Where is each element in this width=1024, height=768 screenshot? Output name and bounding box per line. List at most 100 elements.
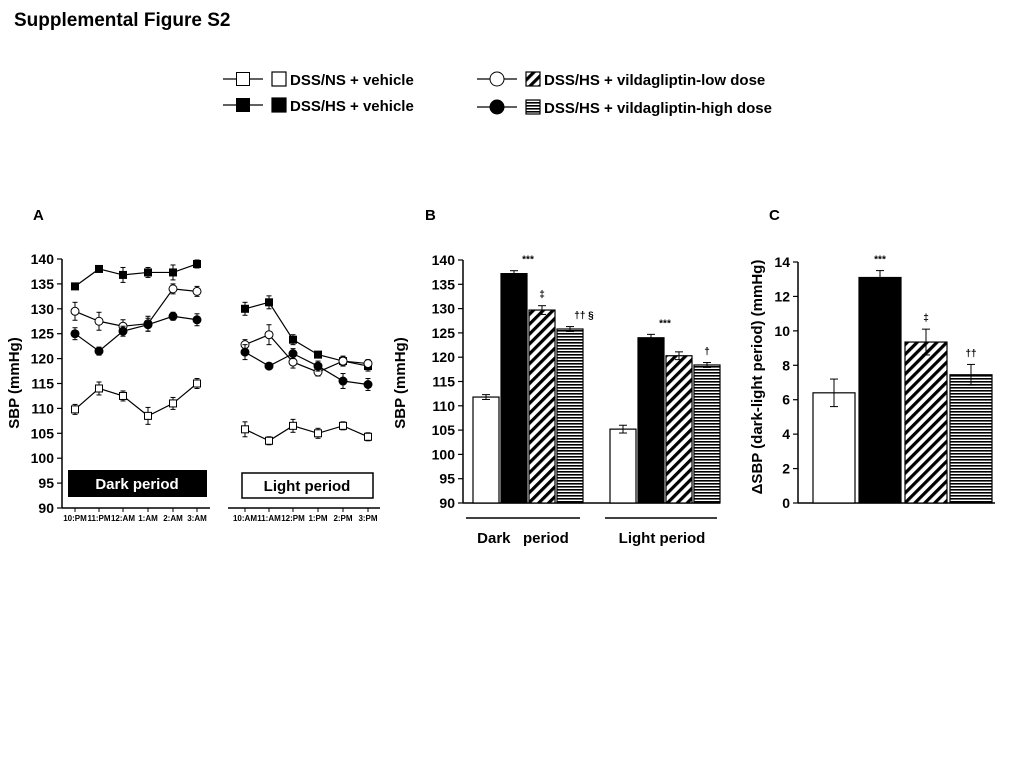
panel-c-y-tick-label: 14 xyxy=(774,254,790,270)
panel-b-y-tick-label: 115 xyxy=(432,374,455,390)
legend-swatch-diagonal-hatch xyxy=(525,71,541,87)
panel-a-x-tick-label: 3:PM xyxy=(358,514,377,523)
panel-a-x-tick-label: 1:AM xyxy=(138,514,158,523)
panel-a-x-tick-label: 3:AM xyxy=(187,514,207,523)
panel-b-y-tick-label: 105 xyxy=(432,422,456,438)
panel-a-point xyxy=(169,399,177,408)
panel-a-series-line xyxy=(74,263,198,287)
panel-a-series-line xyxy=(244,351,369,386)
panel-a-point xyxy=(314,350,322,359)
panel-a-point xyxy=(338,376,348,386)
panel-a-x-tick-label: 11:AM xyxy=(257,514,281,523)
panel-b-y-tick-label: 125 xyxy=(432,325,456,341)
panel-a-y-tick-label: 95 xyxy=(38,475,54,491)
panel-a-point xyxy=(314,429,322,438)
panel-a-point xyxy=(338,356,348,366)
panel-b-bar xyxy=(556,328,584,504)
panel-a-point xyxy=(241,425,249,434)
panel-a-point xyxy=(241,304,249,313)
panel-a-point xyxy=(118,326,128,336)
panel-b-significance: †† § xyxy=(574,311,594,322)
panel-b-bar-chart: B 90 95 100 105 110 115 120 125 130 135 140 SBP (mmH… xyxy=(392,207,721,547)
panel-a-series-line xyxy=(244,301,369,367)
panel-a-y-tick-label: 90 xyxy=(38,500,54,516)
panel-a-point xyxy=(168,284,178,294)
panel-a-point xyxy=(289,335,297,344)
legend-swatch-horizontal-stripes xyxy=(525,99,541,115)
panel-c-significance: *** xyxy=(874,255,886,266)
panel-b-bar xyxy=(693,364,721,504)
panel-a-x-tick-label: 12:AM xyxy=(111,514,135,523)
panel-label-c: C xyxy=(769,207,780,224)
panel-a-point xyxy=(94,316,104,326)
legend-swatch-black xyxy=(271,97,287,113)
panel-c-y-tick-label: 2 xyxy=(782,461,790,477)
panel-b-bar xyxy=(609,428,637,504)
panel-b-group-label: Light period xyxy=(619,530,706,547)
panel-a-point xyxy=(94,346,104,356)
panel-a-point xyxy=(71,405,79,414)
figure-title: Supplemental Figure S2 xyxy=(14,10,231,31)
legend-entry: DSS/HS + vildagliptin-high dose xyxy=(477,99,772,117)
legend-marker-filled-square xyxy=(236,98,250,112)
panel-a-point xyxy=(70,329,80,339)
panel-b-bar xyxy=(472,396,500,504)
panel-a-x-tick-label: 10:AM xyxy=(233,514,257,523)
panel-b-y-tick-label: 140 xyxy=(432,252,456,268)
panel-a-point xyxy=(95,384,103,393)
panel-a-y-tick-label: 120 xyxy=(31,351,55,367)
panel-a-series-filled-square xyxy=(71,259,372,372)
panel-b-y-tick-label: 90 xyxy=(439,495,455,511)
panel-c-significance: ‡ xyxy=(923,313,929,324)
panel-b-group-label: Dark period xyxy=(477,530,569,547)
legend-entry: DSS/HS + vehicle xyxy=(223,97,414,115)
panel-c-y-tick-label: 6 xyxy=(782,392,790,408)
legend-marker-open-square xyxy=(236,72,250,86)
panel-b-significance: *** xyxy=(659,318,671,329)
dark-period-box xyxy=(68,470,207,497)
panel-a-x-tick-label: 2:PM xyxy=(333,514,352,523)
panel-a-series-open-square xyxy=(71,378,372,446)
panel-a-point xyxy=(313,361,323,371)
panel-c-y-tick-label: 10 xyxy=(774,323,790,339)
panel-a-x-tick-label: 10:PM xyxy=(63,514,87,523)
panel-a-point xyxy=(265,436,273,445)
panel-a-point xyxy=(119,391,127,400)
panel-a-point xyxy=(288,349,298,359)
panel-a-y-tick-label: 125 xyxy=(31,326,55,342)
panel-a-point xyxy=(265,298,273,307)
panel-c-bar xyxy=(858,276,902,504)
panel-b-significance: ‡ xyxy=(539,290,545,301)
panel-a-point xyxy=(95,264,103,273)
panel-c-bar xyxy=(949,374,993,504)
light-period-label: Light period xyxy=(264,478,351,495)
panel-a-point xyxy=(192,315,202,325)
panel-a-series-line xyxy=(244,333,369,373)
legend-label: DSS/NS + vehicle xyxy=(290,72,414,89)
panel-a-y-tick-label: 140 xyxy=(31,251,55,267)
panel-b-bar xyxy=(665,355,693,504)
panel-a-point xyxy=(363,359,373,369)
panel-c-y-tick-label: 0 xyxy=(782,495,790,511)
panel-a-point xyxy=(144,268,152,277)
panel-b-bar xyxy=(637,337,665,504)
panel-b-bar xyxy=(528,309,556,504)
panel-b-y-tick-label: 95 xyxy=(439,471,455,487)
panel-b-bar xyxy=(500,273,528,504)
panel-a-point xyxy=(364,432,372,441)
panel-label-b: B xyxy=(425,207,436,224)
panel-a-point xyxy=(192,286,202,296)
panel-a-point xyxy=(264,330,274,340)
panel-a-point xyxy=(240,347,250,357)
panel-a-y-tick-label: 110 xyxy=(31,400,54,416)
legend-entry: DSS/HS + vildagliptin-low dose xyxy=(477,71,765,89)
panel-a-point xyxy=(70,306,80,316)
legend-entry: DSS/NS + vehicle xyxy=(223,71,414,89)
panel-a-x-tick-label: 1:PM xyxy=(308,514,327,523)
panel-a-y-axis-label: SBP (mmHg) xyxy=(6,337,23,428)
panel-a-y-tick-label: 115 xyxy=(31,376,54,392)
panel-b-y-tick-label: 120 xyxy=(432,349,456,365)
panel-a-point xyxy=(168,311,178,321)
legend-label: DSS/HS + vildagliptin-high dose xyxy=(544,100,772,117)
